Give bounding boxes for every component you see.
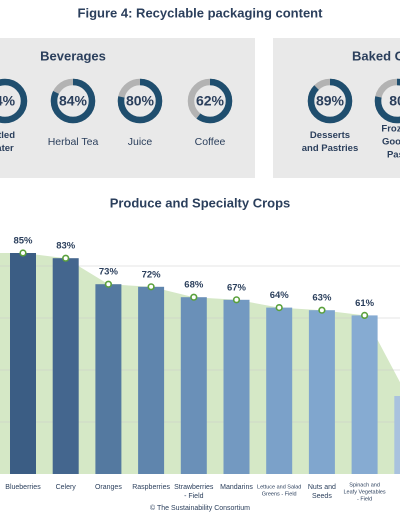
value-label: 61% (355, 298, 375, 309)
donut-label: 84% (59, 93, 88, 109)
value-label: 73% (99, 267, 119, 278)
bar (308, 310, 335, 474)
donut-name: and Pastries (302, 143, 359, 154)
marker (62, 254, 70, 262)
x-tick-label: Celery (56, 484, 77, 491)
donut-name: Herbal Tea (48, 136, 99, 148)
donut-name: Goods (382, 137, 400, 148)
donut-arc (187, 78, 233, 124)
marker (104, 280, 112, 288)
donut-arc (50, 78, 96, 124)
bar (10, 253, 36, 474)
x-tick-label: Spinach and (349, 482, 380, 488)
marker (361, 311, 369, 320)
marker (147, 283, 155, 291)
x-tick-label: Oranges (95, 484, 122, 491)
chart-title: Produce and Specialty Crops (110, 195, 291, 210)
x-tick-label: Leafy Vegetables (343, 489, 385, 495)
value-label: 83% (56, 241, 76, 252)
donut-label: 80 (389, 93, 400, 109)
value-label: 85% (13, 236, 33, 247)
x-tick-label: Greens - Field (262, 491, 297, 497)
x-tick-label: Raspberries (132, 484, 170, 491)
x-tick-label: - Field (357, 496, 372, 502)
donut-name: Coffee (195, 136, 226, 148)
x-tick-label: Strawberries (174, 484, 214, 491)
marker (232, 296, 241, 304)
donut-arc (117, 78, 163, 124)
figure-title: Figure 4: Recyclable packaging content (78, 5, 324, 20)
donut-label: 80% (126, 93, 155, 109)
value-label: 64% (270, 290, 290, 301)
value-label: 68% (184, 280, 204, 291)
bar (95, 284, 122, 474)
bar (266, 307, 293, 474)
marker (190, 293, 198, 301)
bar (351, 315, 378, 474)
marker (275, 304, 283, 312)
x-tick-label: Lettuce and Salad (257, 484, 301, 490)
panel-title: Beverages (40, 48, 106, 63)
panel-title: Baked G (352, 48, 400, 63)
donut-name: ttled (0, 130, 15, 141)
panel-bg (0, 38, 255, 178)
x-tick-label: - Field (184, 493, 204, 500)
bar (223, 299, 250, 474)
donut-name: Desserts (310, 130, 350, 141)
donut-name: ater (0, 143, 14, 154)
bar (394, 396, 400, 474)
bar (52, 258, 79, 474)
x-tick-label: Blueberries (5, 484, 41, 491)
marker (318, 306, 326, 314)
bar (138, 286, 165, 474)
donut-label: 62% (196, 93, 225, 109)
value-label: 63% (312, 293, 332, 304)
x-tick-label: Nuts and (308, 484, 336, 491)
value-label: 72% (142, 269, 162, 280)
donut-label: 89% (316, 93, 345, 109)
donut-name: Frozen (381, 124, 400, 135)
donut-name: Juice (128, 136, 153, 148)
value-label: 67% (227, 282, 247, 293)
donut-name: Past (387, 150, 400, 161)
donut-arc (374, 78, 400, 124)
marker (19, 249, 27, 257)
x-tick-label: Mandarins (220, 484, 253, 491)
donut-label: 4% (0, 93, 16, 109)
donut-arc (307, 78, 353, 124)
donut-ring (0, 78, 28, 124)
footer: © The Sustainability Consortium (150, 504, 250, 512)
bar (180, 297, 207, 474)
x-tick-label: Seeds (312, 493, 332, 500)
